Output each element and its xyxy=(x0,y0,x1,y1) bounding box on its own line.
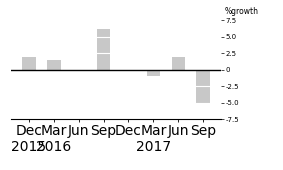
Bar xyxy=(97,29,110,70)
Y-axis label: %growth: %growth xyxy=(225,7,259,16)
Bar xyxy=(171,57,185,70)
Bar xyxy=(196,70,210,104)
Bar xyxy=(147,70,160,76)
Bar xyxy=(22,57,36,70)
Bar xyxy=(47,60,61,70)
